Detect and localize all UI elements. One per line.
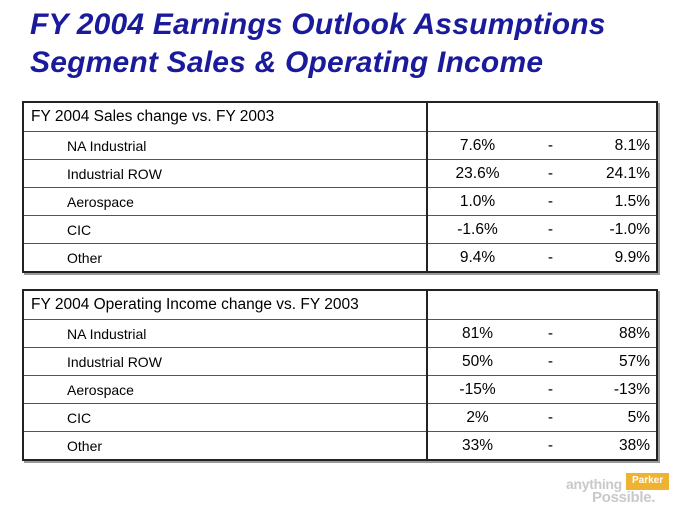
title-line-1: FY 2004 Earnings Outlook Assumptions (30, 8, 606, 41)
range-dash: - (547, 164, 554, 182)
row-values: 2% - 5% (425, 403, 658, 432)
low-value: 33% (462, 436, 494, 454)
table-header-row: FY 2004 Sales change vs. FY 2003 (22, 101, 658, 132)
range-dash: - (547, 136, 554, 154)
high-value: 88% (618, 324, 650, 342)
range-dash: - (547, 192, 554, 210)
row-values: 81% - 88% (425, 319, 658, 348)
header-empty-cell (425, 101, 658, 132)
logo-parker-badge: Parker (626, 473, 670, 490)
income-table-header: FY 2004 Operating Income change vs. FY 2… (22, 289, 428, 320)
parker-logo: anything Parker Possible. (566, 473, 676, 507)
row-label: Aerospace (22, 187, 428, 216)
high-value: -13% (613, 380, 650, 398)
row-label: CIC (22, 403, 428, 432)
row-values: 23.6% - 24.1% (425, 159, 658, 188)
row-values: -15% - -13% (425, 375, 658, 404)
row-label: Other (22, 243, 428, 273)
low-value: -1.6% (457, 220, 498, 238)
logo-anything-text: anything (566, 476, 622, 492)
table-row: Aerospace -15% - -13% (22, 375, 658, 404)
low-value: 9.4% (459, 248, 496, 266)
table-header-row: FY 2004 Operating Income change vs. FY 2… (22, 289, 658, 320)
high-value: 8.1% (614, 136, 650, 154)
low-value: 50% (462, 352, 494, 370)
high-value: 24.1% (606, 164, 650, 182)
row-label: NA Industrial (22, 131, 428, 160)
high-value: 38% (618, 436, 650, 454)
table-row: Industrial ROW 50% - 57% (22, 347, 658, 376)
range-dash: - (547, 352, 554, 370)
table-row: Other 9.4% - 9.9% (22, 243, 658, 273)
low-value: -15% (459, 380, 496, 398)
row-values: 50% - 57% (425, 347, 658, 376)
table-row: Other 33% - 38% (22, 431, 658, 461)
high-value: 9.9% (614, 248, 650, 266)
low-value: 7.6% (459, 136, 496, 154)
table-row: CIC 2% - 5% (22, 403, 658, 432)
range-dash: - (547, 220, 554, 238)
title-line-2: Segment Sales & Operating Income (30, 46, 544, 79)
low-value: 1.0% (459, 192, 496, 210)
low-value: 2% (466, 408, 489, 426)
range-dash: - (547, 248, 554, 266)
row-values: 33% - 38% (425, 431, 658, 461)
range-dash: - (547, 324, 554, 342)
row-label: Industrial ROW (22, 159, 428, 188)
operating-income-change-table: FY 2004 Operating Income change vs. FY 2… (22, 289, 658, 461)
logo-possible-text: Possible. (592, 489, 656, 506)
sales-table-header: FY 2004 Sales change vs. FY 2003 (22, 101, 428, 132)
row-values: 1.0% - 1.5% (425, 187, 658, 216)
table-row: Aerospace 1.0% - 1.5% (22, 187, 658, 216)
row-label: Industrial ROW (22, 347, 428, 376)
row-values: 9.4% - 9.9% (425, 243, 658, 273)
table-row: Industrial ROW 23.6% - 24.1% (22, 159, 658, 188)
high-value: 5% (627, 408, 650, 426)
low-value: 81% (462, 324, 494, 342)
header-empty-cell (425, 289, 658, 320)
table-row: NA Industrial 81% - 88% (22, 319, 658, 348)
table-row: NA Industrial 7.6% - 8.1% (22, 131, 658, 160)
high-value: -1.0% (609, 220, 651, 238)
row-label: Other (22, 431, 428, 461)
range-dash: - (547, 408, 554, 426)
row-values: -1.6% - -1.0% (425, 215, 658, 244)
row-label: CIC (22, 215, 428, 244)
low-value: 23.6% (455, 164, 500, 182)
range-dash: - (547, 436, 554, 454)
range-dash: - (547, 380, 554, 398)
high-value: 1.5% (614, 192, 650, 210)
table-row: CIC -1.6% - -1.0% (22, 215, 658, 244)
slide-title: FY 2004 Earnings Outlook Assumptions Seg… (30, 6, 606, 82)
row-values: 7.6% - 8.1% (425, 131, 658, 160)
high-value: 57% (618, 352, 650, 370)
row-label: NA Industrial (22, 319, 428, 348)
sales-change-table: FY 2004 Sales change vs. FY 2003 NA Indu… (22, 101, 658, 273)
row-label: Aerospace (22, 375, 428, 404)
